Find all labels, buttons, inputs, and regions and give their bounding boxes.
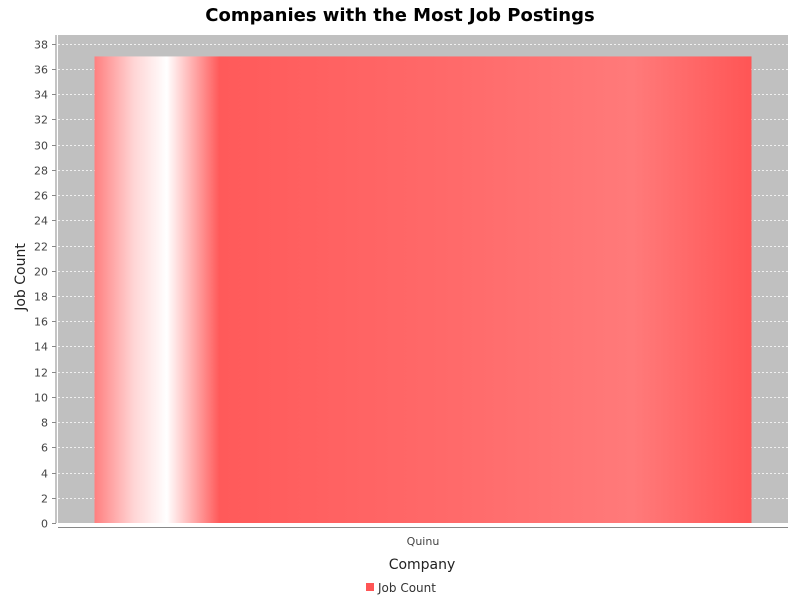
chart-title: Companies with the Most Job Postings — [205, 5, 594, 26]
legend-swatch — [366, 583, 374, 591]
bar-quinu — [94, 56, 752, 523]
legend-label: Job Count — [377, 581, 436, 595]
y-tick-label: 4 — [41, 468, 48, 481]
legend: Job Count — [366, 581, 436, 595]
y-tick-label: 10 — [34, 392, 48, 405]
y-tick-label: 32 — [34, 114, 48, 127]
y-axis-label: Job Count — [13, 243, 29, 312]
y-tick-label: 0 — [41, 518, 48, 531]
y-tick-label: 28 — [34, 165, 48, 178]
y-tick-label: 14 — [34, 341, 48, 354]
y-tick-label: 38 — [34, 39, 48, 52]
y-tick-label: 18 — [34, 291, 48, 304]
y-tick-label: 12 — [34, 367, 48, 380]
x-axis: Quinu — [58, 527, 788, 548]
y-tick-label: 20 — [34, 266, 48, 279]
bars — [94, 56, 752, 523]
y-tick-label: 16 — [34, 316, 48, 329]
y-tick-label: 2 — [41, 493, 48, 506]
y-tick-label: 30 — [34, 140, 48, 153]
y-tick-label: 8 — [41, 417, 48, 430]
y-tick-label: 6 — [41, 442, 48, 455]
x-axis-label: Company — [389, 557, 456, 573]
y-tick-label: 34 — [34, 89, 48, 102]
y-tick-label: 26 — [34, 190, 48, 203]
y-tick-label: 24 — [34, 215, 48, 228]
y-tick-label: 22 — [34, 241, 48, 254]
x-tick-label: Quinu — [407, 535, 440, 548]
y-tick-label: 36 — [34, 64, 48, 77]
